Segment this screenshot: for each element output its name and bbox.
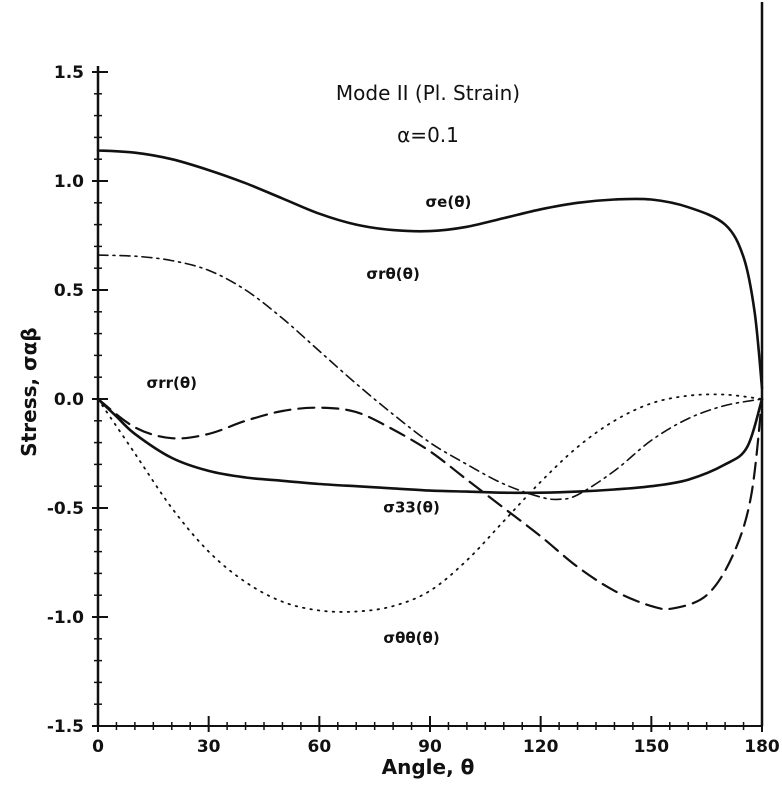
- x-axis-title: Angle, θ: [382, 755, 475, 779]
- chart-title: Mode II (Pl. Strain): [336, 81, 520, 105]
- x-tick-label: 120: [523, 737, 559, 757]
- y-tick-label: -0.5: [47, 499, 84, 519]
- y-tick-label: 1.5: [54, 63, 84, 83]
- series-labels: σe(θ) σrθ(θ) σrr(θ) σ33(θ) σθθ(θ): [147, 193, 472, 647]
- series-label: σ33(θ): [383, 498, 440, 516]
- series-label: σe(θ): [426, 193, 472, 211]
- series-line-3: [96, 397, 764, 611]
- x-tick-label: 90: [418, 737, 442, 757]
- y-tick-label: -1.0: [47, 608, 84, 628]
- x-tick-label: 60: [307, 737, 331, 757]
- y-tick-label: 0.5: [54, 281, 84, 301]
- major-ticks: [92, 71, 763, 732]
- x-tick-label: 180: [744, 737, 780, 757]
- x-tick-label: 150: [634, 737, 670, 757]
- y-tick-label: 1.0: [54, 172, 84, 192]
- series-line-2: [97, 254, 763, 501]
- y-tick-label: 0.0: [54, 390, 84, 410]
- series-label: σrr(θ): [147, 374, 198, 392]
- series-label: σrθ(θ): [366, 265, 419, 283]
- axes: 0 30 60 90 120 150 180 1.5 1.0 0.5 0.0 -0.5 -1.0 -1.…: [47, 2, 780, 757]
- chart-subtitle: α=0.1: [397, 123, 459, 147]
- series-lines: [96, 149, 764, 613]
- series-line-1: [96, 149, 764, 390]
- series-label: σθθ(θ): [383, 629, 439, 647]
- series-line-4: [96, 397, 764, 495]
- y-tick-labels: 1.5 1.0 0.5 0.0 -0.5 -1.0 -1.5: [47, 63, 84, 737]
- x-tick-label: 30: [197, 737, 221, 757]
- x-tick-labels: 0 30 60 90 120 150 180: [92, 737, 780, 757]
- x-tick-label: 0: [92, 737, 104, 757]
- y-axis-title: Stress, σαβ: [17, 327, 41, 456]
- y-tick-label: -1.5: [47, 717, 84, 737]
